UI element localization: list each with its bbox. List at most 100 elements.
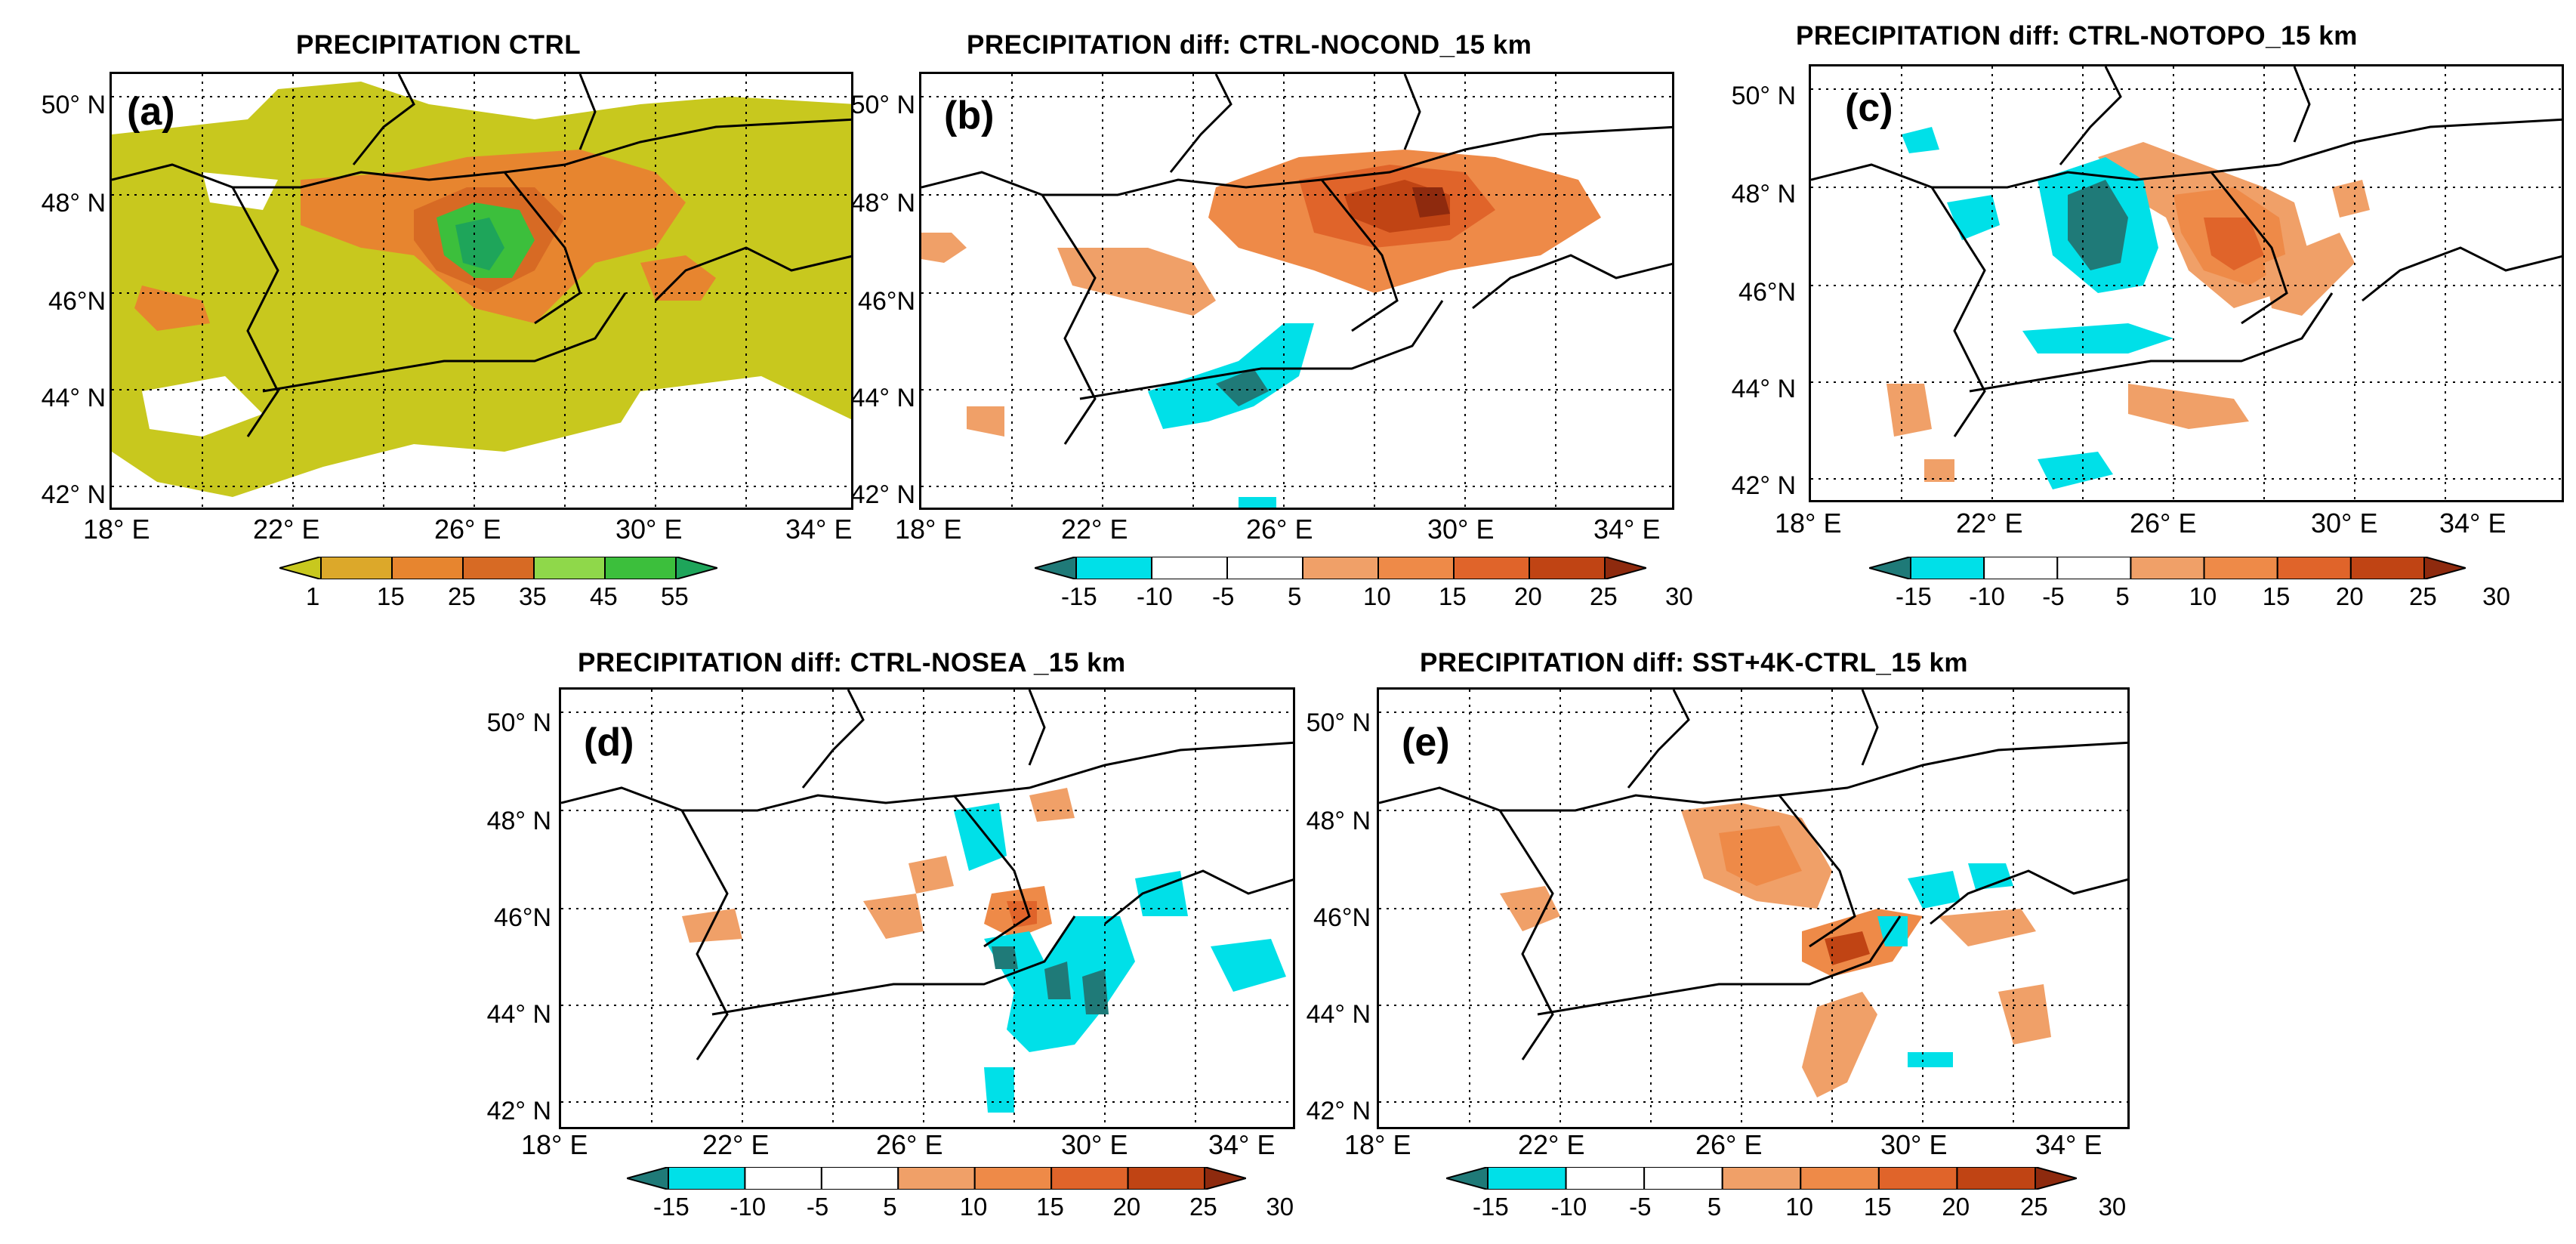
lat-label: 42° N xyxy=(1306,1097,1371,1125)
precip-diff-positive xyxy=(1007,901,1037,928)
lat-label: 50° N xyxy=(41,91,106,119)
lat-label: 44° N xyxy=(1306,1000,1371,1029)
lon-label: 18° E xyxy=(895,514,962,545)
lon-label: 26° E xyxy=(876,1129,943,1160)
precip-diff-positive xyxy=(1057,248,1216,316)
colorbar xyxy=(1443,1165,2080,1191)
colorbar-tick-label: -5 xyxy=(806,1193,829,1221)
lon-label: 18° E xyxy=(1775,508,1842,539)
colorbar-tick-label: 25 xyxy=(1590,582,1618,610)
colorbar-segment xyxy=(675,555,720,581)
panel-label: (d) xyxy=(584,721,634,764)
colorbar-tick-label: 15 xyxy=(1439,582,1467,610)
graticule xyxy=(1379,690,2127,1127)
colorbar-segment xyxy=(2203,556,2278,580)
lon-label: 22° E xyxy=(253,514,320,545)
precip-diff-negative xyxy=(992,946,1018,969)
lat-label: 50° N xyxy=(1731,82,1796,110)
precip-diff-positive xyxy=(1029,788,1075,822)
colorbar xyxy=(1032,555,1649,581)
map-frame: (d) xyxy=(559,687,1295,1129)
colorbar-segment xyxy=(2035,1165,2080,1191)
colorbar-tick-label: 10 xyxy=(1363,582,1391,610)
lon-label: 26° E xyxy=(1246,514,1313,545)
panel-label: (a) xyxy=(127,90,175,134)
colorbar-tick-label: 15 xyxy=(377,582,405,610)
colorbar-tick-label: 20 xyxy=(2335,582,2364,610)
precip-diff-negative xyxy=(1908,1052,1953,1067)
country-borders xyxy=(561,690,1293,1060)
precip-field-mid xyxy=(134,286,210,331)
colorbar-tick-label: 15 xyxy=(1036,1193,1064,1221)
lat-label: 46°N xyxy=(858,287,915,316)
lon-label: 26° E xyxy=(434,514,501,545)
colorbar xyxy=(276,555,720,581)
colorbar-segment xyxy=(1800,1166,1880,1190)
country-borders xyxy=(1811,66,2562,437)
lat-label: 48° N xyxy=(1731,180,1796,208)
colorbar-segment xyxy=(744,1166,822,1190)
colorbar-segment xyxy=(604,556,677,580)
lon-label: 30° E xyxy=(2311,508,2378,539)
colorbar-tick-label: 25 xyxy=(1189,1193,1217,1221)
colorbar xyxy=(624,1165,1249,1191)
precip-diff-positive xyxy=(1998,984,2051,1045)
lat-label: 42° N xyxy=(486,1097,551,1125)
lon-label: 34° E xyxy=(785,514,853,545)
colorbar-segment xyxy=(820,1166,899,1190)
precip-diff-negative xyxy=(984,1067,1014,1113)
colorbar-segment xyxy=(1721,1166,1802,1190)
colorbar-segment xyxy=(2423,555,2469,581)
colorbar-segment xyxy=(1377,556,1455,580)
colorbar-segment xyxy=(1643,1166,1723,1190)
colorbar-svg xyxy=(1866,555,2469,581)
precip-diff-positive xyxy=(909,856,954,894)
colorbar-segment xyxy=(1956,1166,2037,1190)
precip-diff-negative xyxy=(1908,871,1961,909)
lon-label: 18° E xyxy=(521,1129,588,1160)
lat-label: 42° N xyxy=(41,480,106,509)
colorbar-segment xyxy=(2056,556,2132,580)
precip-diff-positive xyxy=(863,894,924,939)
colorbar-tick-label: -15 xyxy=(1061,582,1097,610)
colorbar-segment xyxy=(1151,556,1228,580)
lon-label: 18° E xyxy=(1344,1129,1411,1160)
precip-field-dry xyxy=(567,376,851,508)
precip-diff-positive xyxy=(1802,992,1877,1097)
lat-label: 48° N xyxy=(486,807,551,835)
lon-label: 34° E xyxy=(2035,1129,2102,1160)
colorbar-tick-label: 25 xyxy=(448,582,476,610)
precip-diff-positive xyxy=(967,406,1004,437)
lon-label: 18° E xyxy=(83,514,150,545)
colorbar-segment xyxy=(1075,556,1152,580)
map-frame: (e) xyxy=(1377,687,2130,1129)
panel-label: (c) xyxy=(1845,86,1893,130)
colorbar-segment xyxy=(1866,555,1911,581)
precip-field-green-dark xyxy=(455,218,504,270)
lon-label: 22° E xyxy=(1518,1129,1585,1160)
panel-label: (b) xyxy=(944,94,995,137)
lon-label: 26° E xyxy=(1695,1129,1763,1160)
lat-label: 48° N xyxy=(41,189,106,218)
lat-label: 50° N xyxy=(1306,708,1371,737)
colorbar-svg xyxy=(276,555,720,581)
lon-label: 22° E xyxy=(702,1129,770,1160)
colorbar-tick-label: -5 xyxy=(1629,1193,1652,1221)
colorbar-segment xyxy=(1226,556,1303,580)
map-frame: (a) xyxy=(110,72,853,510)
colorbar-segment xyxy=(1487,1166,1567,1190)
colorbar-segment xyxy=(2349,556,2425,580)
colorbar-tick-label: 5 xyxy=(1707,1193,1722,1221)
map-canvas xyxy=(1379,690,2127,1127)
lon-label: 34° E xyxy=(2439,508,2507,539)
panel-title: PRECIPITATION CTRL xyxy=(296,30,582,60)
colorbar-tick-label: 30 xyxy=(1665,582,1693,610)
lat-label: 46°N xyxy=(48,287,106,316)
colorbar-segment xyxy=(1877,1166,1958,1190)
colorbar-svg xyxy=(1443,1165,2080,1191)
colorbar-segment xyxy=(1604,555,1649,581)
lat-label: 46°N xyxy=(1313,903,1371,932)
map-canvas xyxy=(1811,66,2562,500)
precip-diff-negative xyxy=(1211,939,1286,992)
colorbar-segment xyxy=(1050,1166,1129,1190)
